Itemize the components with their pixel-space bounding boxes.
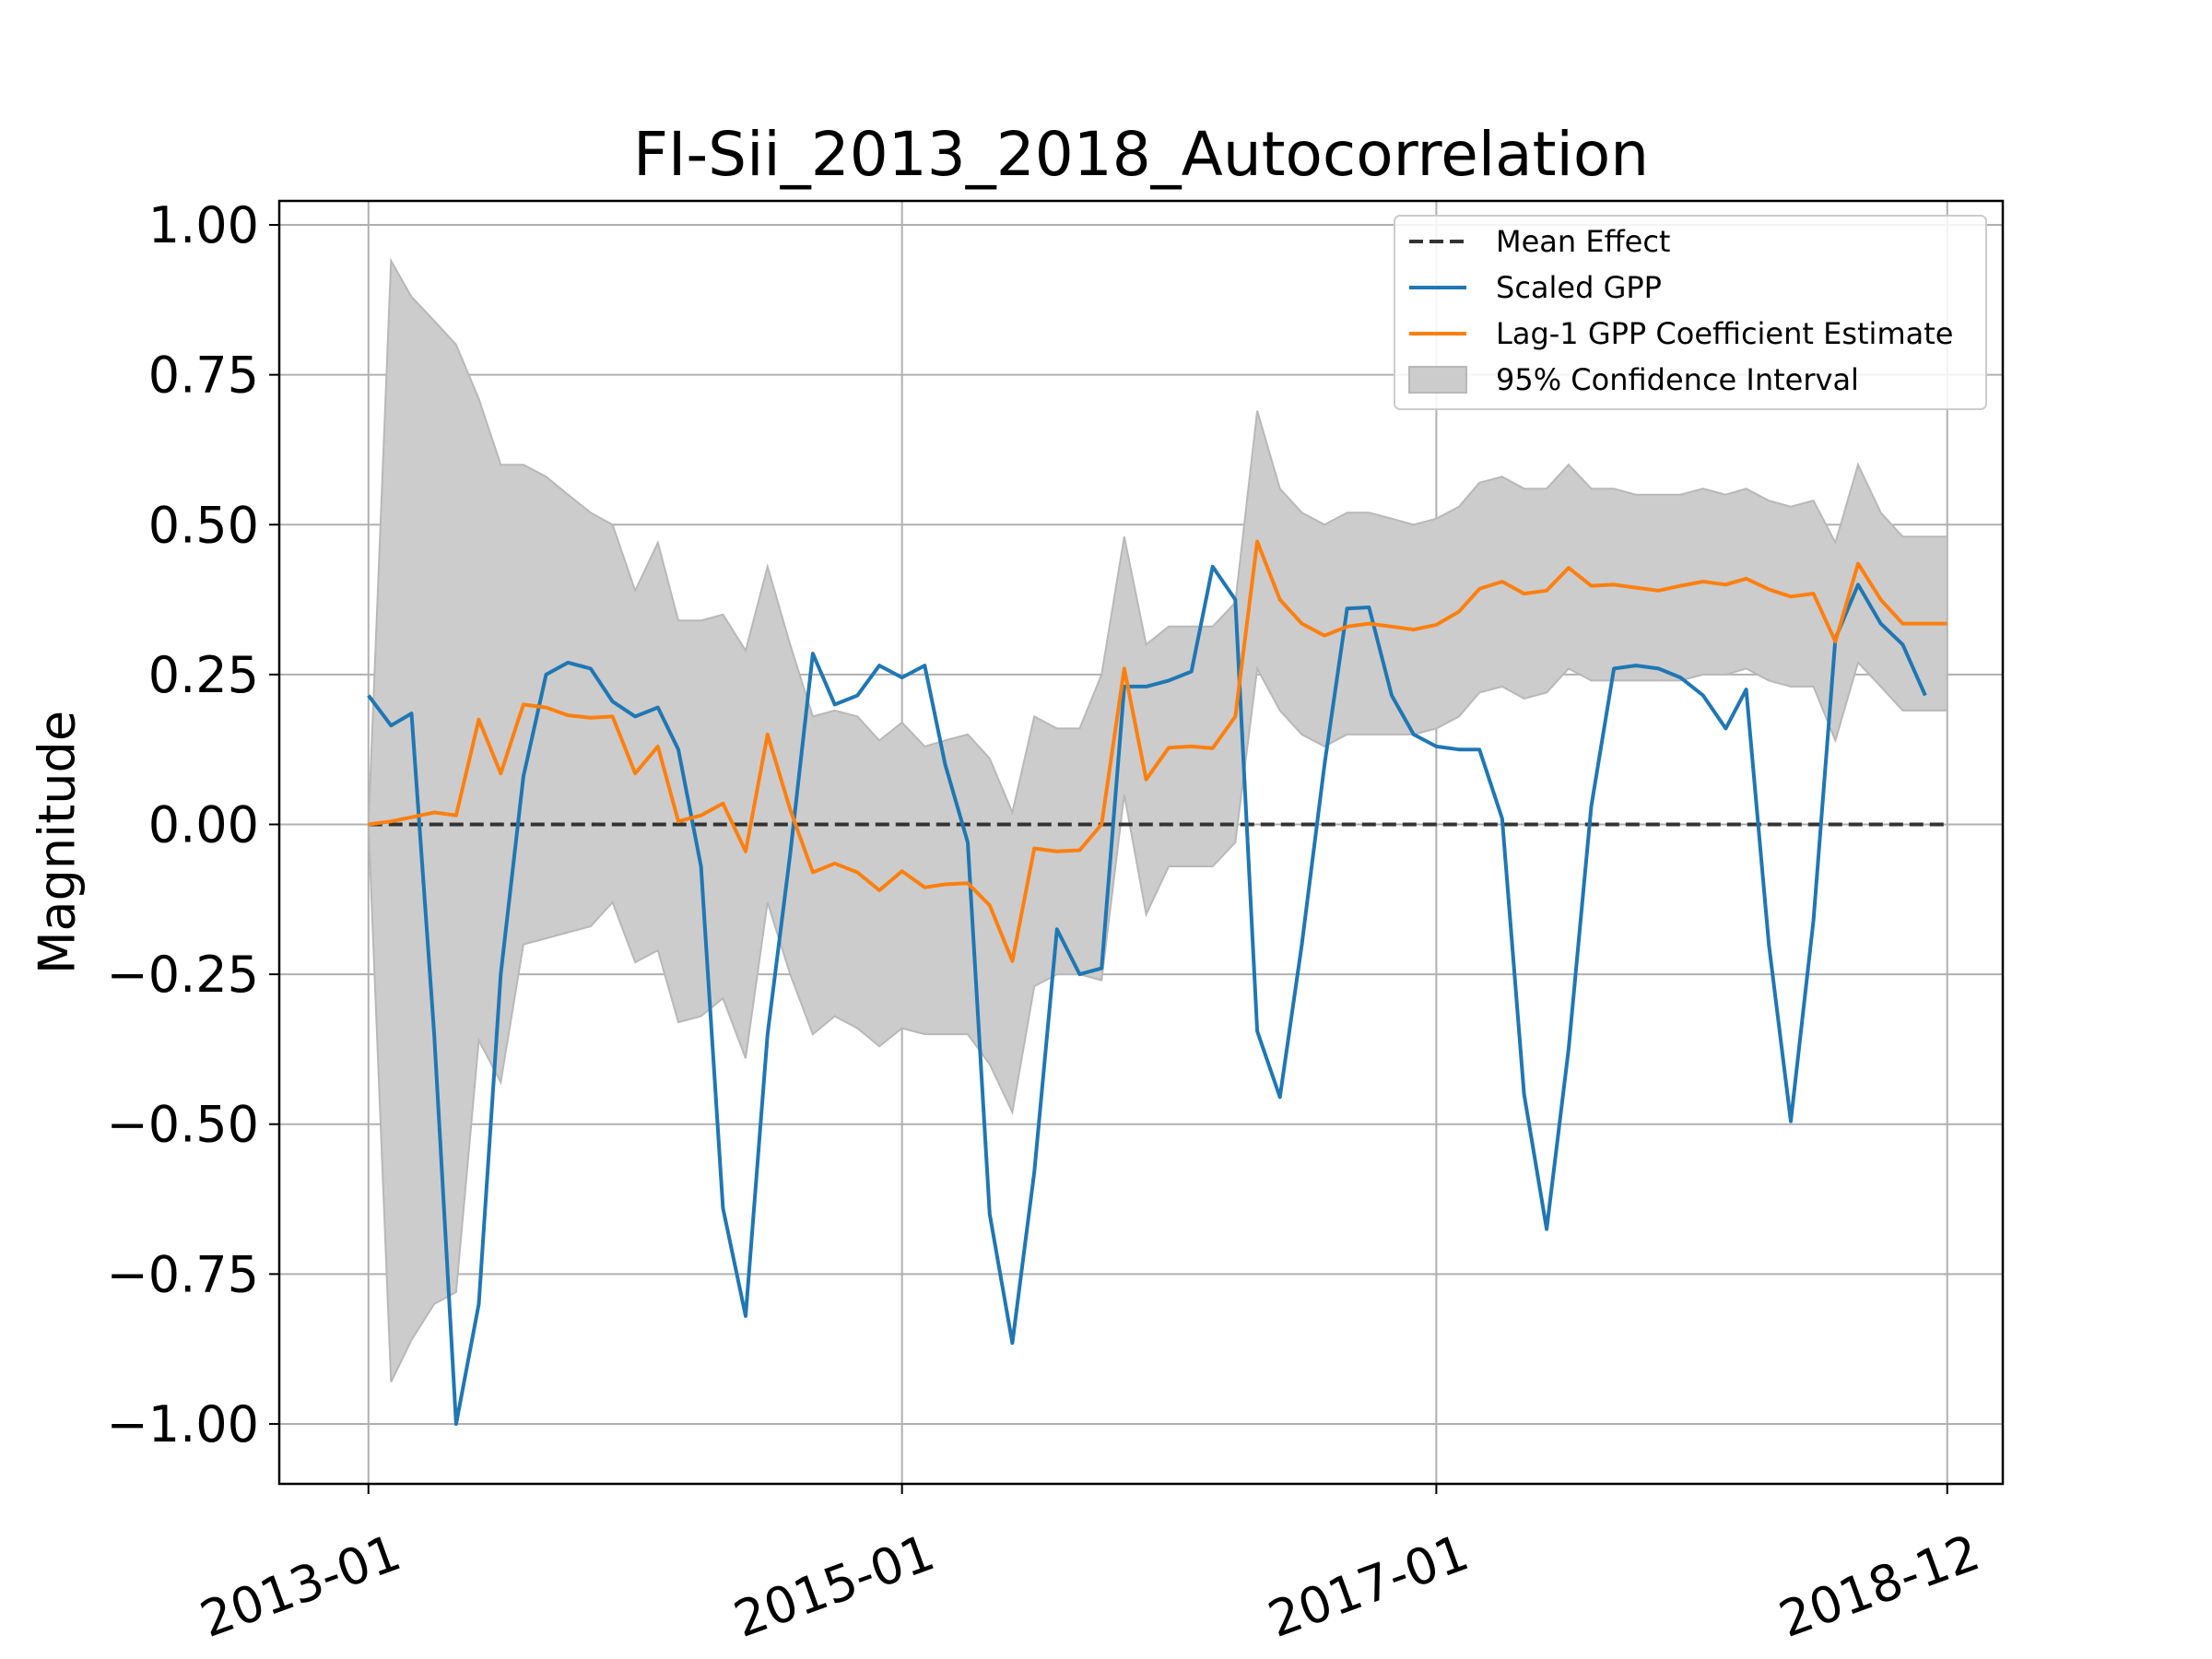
legend-entry-mean-effect: Mean Effect: [1409, 224, 1670, 259]
legend-label: Scaled GPP: [1496, 270, 1662, 305]
series-layer: [367, 539, 1947, 1426]
legend-label: 95% Confidence Interval: [1496, 362, 1859, 397]
scaled-gpp-line: [367, 564, 1927, 1426]
legend: Mean Effect Scaled GPP Lag-1 GPP Coefficie…: [1394, 215, 1987, 410]
y-tick-label: 0.75: [148, 347, 259, 405]
y-tick-label: −0.25: [107, 946, 259, 1004]
y-tick-label: 1.00: [148, 196, 259, 254]
legend-label: Lag-1 GPP Coefficient Estimate: [1496, 316, 1953, 351]
legend-entry-lag1-coefficient: Lag-1 GPP Coefficient Estimate: [1409, 316, 1953, 351]
y-tick-label: 0.00: [148, 795, 259, 853]
legend-box: [1394, 215, 1987, 410]
legend-label: Mean Effect: [1496, 224, 1670, 259]
legend-entry-confidence-interval: 95% Confidence Interval: [1408, 362, 1859, 397]
plot-frame: [277, 199, 2005, 1486]
y-axis-title: Magnitude: [29, 711, 87, 974]
legend-swatch: [1408, 366, 1467, 394]
y-tick-label: 0.25: [148, 646, 259, 704]
chart-title: FI-Sii_2013_2018_Autocorrelation: [633, 119, 1649, 190]
legend-entry-scaled-gpp: Scaled GPP: [1409, 270, 1662, 305]
lag1-coefficient-line: [368, 539, 1947, 963]
y-tick-label: −1.00: [107, 1395, 259, 1453]
y-tick-label: 0.50: [148, 496, 259, 554]
y-tick-label: −0.75: [107, 1245, 259, 1303]
y-tick-label: −0.50: [107, 1096, 259, 1154]
